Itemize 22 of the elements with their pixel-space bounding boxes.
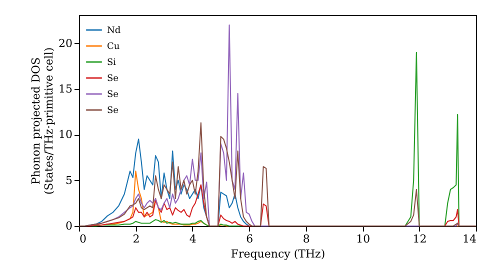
y-tick-label: 5 — [66, 174, 72, 187]
x-tick-label: 2 — [132, 232, 140, 246]
line-series — [78, 122, 477, 227]
x-axis-title: Frequency (THz) — [230, 248, 326, 260]
x-tick-label: 8 — [302, 232, 310, 246]
y-tick-label: 10 — [58, 128, 72, 142]
legend-label: Se — [107, 106, 118, 116]
legend-label: Cu — [107, 42, 120, 52]
y-tick-label: 15 — [58, 82, 72, 96]
x-tick-label: 10 — [356, 232, 370, 246]
legend-label: Se — [107, 74, 118, 84]
legend-label: Se — [107, 90, 118, 100]
y-axis-title: Phonon projected DOS (States/THz·primitive cell) — [30, 47, 56, 195]
x-tick-label: 4 — [189, 232, 196, 246]
legend-label: Nd — [107, 26, 121, 36]
y-tick-label: 0 — [66, 220, 72, 232]
x-tick-label: 12 — [412, 232, 427, 246]
legend-label: Si — [107, 58, 116, 68]
x-tick-label: 14 — [462, 232, 476, 246]
y-tick-label: 20 — [58, 36, 72, 50]
x-tick-label: 0 — [80, 232, 86, 246]
x-tick-label: 6 — [246, 232, 254, 246]
